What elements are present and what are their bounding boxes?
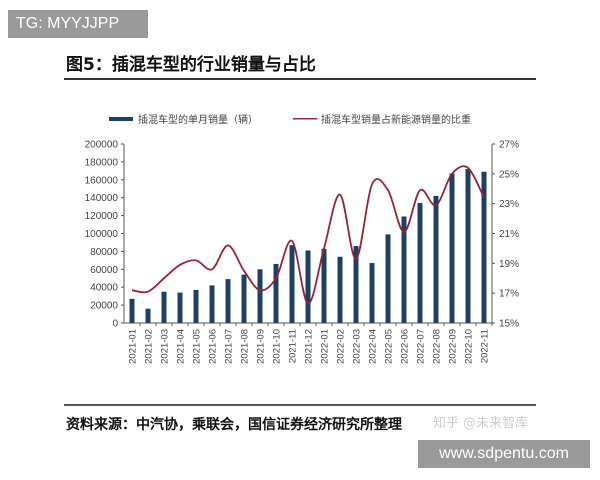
x-tick-label: 2021-12 <box>304 329 315 364</box>
site-tag: www.sdpentu.com <box>418 440 590 468</box>
bar <box>129 298 135 323</box>
bar <box>321 248 327 323</box>
x-tick-label: 2021-11 <box>288 329 299 363</box>
left-tick-label: 200000 <box>85 140 119 151</box>
bar <box>257 269 263 323</box>
x-tick-label: 2021-03 <box>160 329 171 364</box>
bar <box>241 274 247 323</box>
legend-label-line: 插混车型销量占新能源销量的比重 <box>321 113 471 126</box>
x-tick-label: 2022-11 <box>480 329 491 363</box>
left-tick-label: 80000 <box>90 247 118 258</box>
x-tick-label: 2022-08 <box>432 329 443 364</box>
right-tick-label: 27% <box>499 140 519 151</box>
x-tick-label: 2021-08 <box>240 329 251 364</box>
bar <box>417 203 423 323</box>
footer-divider <box>64 404 536 406</box>
right-tick-label: 25% <box>499 169 519 180</box>
left-tick-label: 60000 <box>90 265 118 276</box>
bar <box>193 289 199 323</box>
right-tick-label: 19% <box>499 259 519 270</box>
bar <box>449 173 455 323</box>
bar <box>273 263 279 323</box>
bar <box>225 279 231 323</box>
legend-label-bar: 插混车型的单月销量（辆） <box>138 113 258 126</box>
x-tick-label: 2021-10 <box>272 329 283 364</box>
right-tick-label: 21% <box>499 229 519 240</box>
x-tick-label: 2021-07 <box>224 329 235 364</box>
x-tick-label: 2021-05 <box>192 329 203 364</box>
left-tick-label: 160000 <box>85 175 119 186</box>
x-tick-label: 2022-03 <box>352 329 363 364</box>
x-tick-label: 2022-09 <box>448 329 459 364</box>
x-tick-label: 2022-04 <box>368 329 379 364</box>
x-tick-label: 2022-05 <box>384 329 395 364</box>
x-tick-label: 2022-02 <box>336 329 347 364</box>
watermark-tag: TG: MYYJJPP <box>8 10 148 38</box>
right-tick-label: 23% <box>499 199 519 210</box>
source-note: 资料来源：中汽协，乘联会，国信证券经济研究所整理 <box>66 417 402 433</box>
left-tick-label: 20000 <box>90 301 118 312</box>
share-line <box>131 165 485 305</box>
x-tick-label: 2022-10 <box>464 329 475 364</box>
x-tick-label: 2022-01 <box>320 329 331 364</box>
bar <box>209 285 215 323</box>
bar <box>145 308 151 323</box>
x-tick-label: 2022-07 <box>416 329 427 364</box>
x-tick-label: 2021-09 <box>256 329 267 364</box>
legend: 插混车型的单月销量（辆） 插混车型销量占新能源销量的比重 <box>109 113 471 126</box>
bar <box>401 216 407 323</box>
figure-title: 图5：插混车型的行业销量与占比 <box>66 55 316 75</box>
bar <box>353 246 359 323</box>
bar <box>385 234 391 323</box>
bar <box>161 291 167 323</box>
bar <box>289 245 295 323</box>
legend-swatch-line <box>293 118 317 120</box>
left-tick-label: 120000 <box>85 211 119 222</box>
left-tick-label: 0 <box>112 319 118 330</box>
x-tick-label: 2022-06 <box>400 329 411 364</box>
bar <box>177 292 183 323</box>
x-tick-label: 2021-04 <box>176 329 187 364</box>
bar <box>481 171 487 323</box>
title-divider <box>64 78 536 80</box>
bar <box>337 256 343 323</box>
bar <box>433 195 439 323</box>
left-tick-label: 40000 <box>90 283 118 294</box>
right-tick-label: 15% <box>499 319 519 330</box>
left-tick-label: 180000 <box>85 157 119 168</box>
x-tick-label: 2021-01 <box>128 329 139 364</box>
bar <box>465 169 471 323</box>
x-tick-label: 2021-02 <box>144 329 155 364</box>
left-tick-label: 140000 <box>85 193 119 204</box>
x-tick-label: 2021-06 <box>208 329 219 364</box>
platform-watermark: 知乎 @未来智库 <box>433 416 529 431</box>
legend-swatch-bar <box>109 117 133 121</box>
bar <box>305 250 311 323</box>
bar <box>369 263 375 323</box>
left-tick-label: 100000 <box>85 229 119 240</box>
right-tick-label: 17% <box>499 289 519 300</box>
